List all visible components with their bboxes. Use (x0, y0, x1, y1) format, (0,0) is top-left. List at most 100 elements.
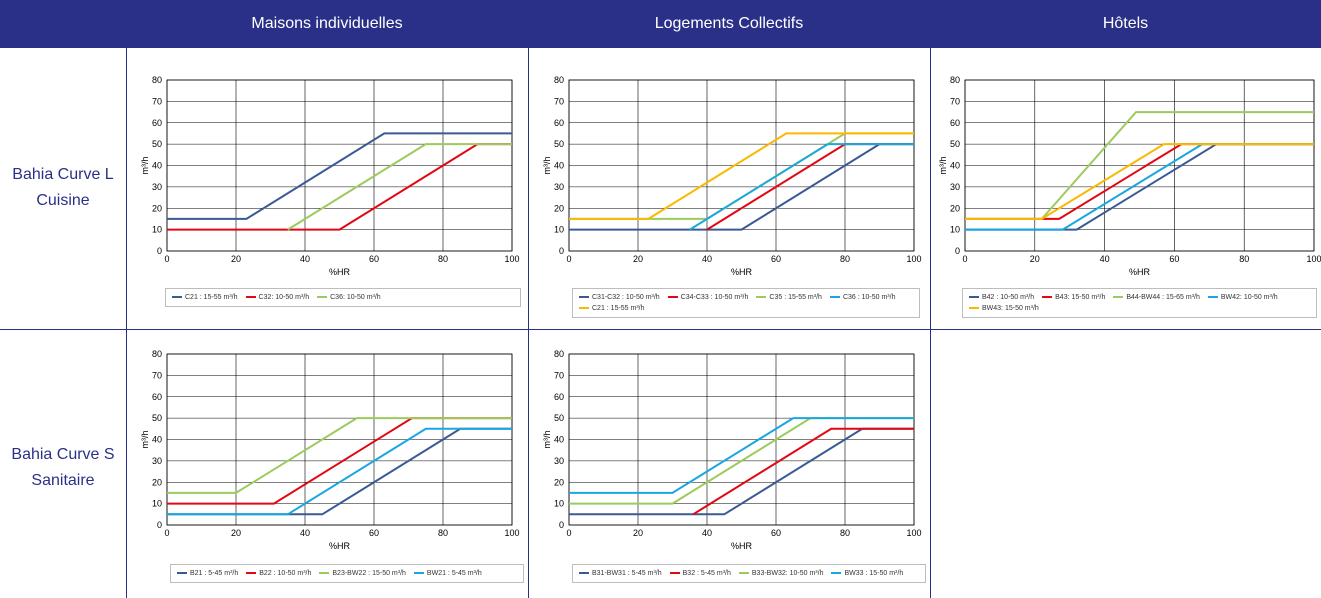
plot-frame (568, 79, 915, 252)
x-tick-label: 20 (231, 254, 241, 264)
legend-swatch (1042, 296, 1053, 299)
legend-item: B44-BW44 : 15-65 m³/h (1113, 292, 1200, 303)
chart-maisons-sanitaire: 0 10 20 30 40 50 60 70 80 0 20 40 60 80 100 %HR m³/h B21… (136, 346, 526, 591)
y-tick-label: 0 (559, 246, 564, 256)
legend-swatch (319, 572, 330, 575)
legend-label: BW33 : 15-50 m³/h (844, 570, 904, 577)
x-axis-label: %HR (1129, 267, 1151, 277)
y-tick-label: 80 (554, 75, 564, 85)
x-tick-label: 0 (164, 254, 169, 264)
row-label-line: Bahia Curve S (11, 446, 115, 463)
y-tick-label: 50 (950, 139, 960, 149)
y-tick-label: 50 (554, 139, 564, 149)
header-bar (0, 0, 1321, 48)
y-tick-label: 60 (152, 118, 162, 128)
grid-divider (930, 48, 931, 598)
grid-divider (528, 48, 529, 598)
legend-swatch (829, 296, 840, 299)
grid-divider (126, 48, 127, 598)
y-tick-label: 30 (950, 182, 960, 192)
legend-label: B21 : 5-45 m³/h (190, 570, 239, 577)
y-axis-label: m³/h (542, 157, 552, 175)
y-tick-label: 40 (554, 435, 564, 445)
x-tick-label: 100 (906, 254, 921, 264)
legend-item: B42 : 10-50 m³/h (969, 292, 1034, 303)
chart-svg: 0 10 20 30 40 50 60 70 80 0 20 40 60 80 100 %HR m³/h (938, 75, 1321, 277)
y-tick-label: 0 (157, 520, 162, 530)
y-tick-label: 0 (157, 246, 162, 256)
legend-label: C32: 10-50 m³/h (258, 294, 310, 301)
x-tick-label: 60 (1169, 254, 1179, 264)
x-tick-label: 60 (369, 528, 379, 538)
y-axis-label: m³/h (938, 157, 948, 175)
series-line (569, 132, 914, 220)
legend-label: C34-C33 : 10-50 m³/h (680, 294, 749, 301)
legend-label: B42 : 10-50 m³/h (982, 294, 1035, 301)
plot-frame (166, 353, 513, 526)
legend-item: C21 : 15-55 m³/h (172, 292, 238, 303)
chart-legend: B21 : 5-45 m³/h B22 : 10-50 m³/h B23-BW22 … (170, 564, 524, 583)
legend-label: C21 : 15-55 m³/h (185, 294, 238, 301)
legend-swatch (667, 296, 678, 299)
header-hotels: Hôtels (1102, 15, 1149, 32)
chart-legend: C21 : 15-55 m³/h C32: 10-50 m³/h C36: 10-5… (165, 288, 521, 307)
legend-item: C36: 10-50 m³/h (317, 292, 381, 303)
chart-hotels-cuisine: 0 10 20 30 40 50 60 70 80 0 20 40 60 80 100 %HR m³/h B42… (934, 72, 1321, 318)
x-tick-label: 60 (369, 254, 379, 264)
y-tick-label: 10 (152, 225, 162, 235)
legend-label: BW21 : 5-45 m³/h (426, 570, 482, 577)
y-tick-label: 0 (559, 520, 564, 530)
y-axis-label: m³/h (140, 157, 150, 175)
x-tick-label: 40 (702, 528, 712, 538)
legend-item: B33-BW32: 10-50 m³/h (738, 568, 823, 579)
legend-item: B23-BW22 : 15-50 m³/h (319, 568, 406, 579)
chart-collectifs-sanitaire: 0 10 20 30 40 50 60 70 80 0 20 40 60 80 100 %HR m³/h B31… (538, 346, 928, 591)
legend-item: C35 : 15-55 m³/h (756, 292, 822, 303)
legend-item: B21 : 5-45 m³/h (177, 568, 238, 579)
x-tick-label: 100 (504, 528, 519, 538)
plot-frame (568, 353, 915, 526)
y-tick-label: 40 (152, 161, 162, 171)
legend-item: C34-C33 : 10-50 m³/h (667, 292, 749, 303)
chart-legend: C31-C32 : 10-50 m³/h C34-C33 : 10-50 m³/h… (572, 288, 920, 318)
row-label-line: Cuisine (36, 192, 90, 209)
y-tick-label: 20 (554, 477, 564, 487)
x-tick-label: 0 (164, 528, 169, 538)
series-line (167, 417, 512, 494)
y-tick-label: 80 (152, 75, 162, 85)
x-tick-label: 0 (962, 254, 967, 264)
y-tick-label: 60 (554, 118, 564, 128)
series-line (569, 417, 914, 494)
legend-item: BW33 : 15-50 m³/h (831, 568, 903, 579)
legend-item: C36 : 10-50 m³/h (829, 292, 896, 303)
series-line (167, 132, 512, 220)
legend-swatch (1207, 296, 1218, 299)
y-tick-label: 70 (152, 96, 162, 106)
x-tick-label: 80 (1239, 254, 1249, 264)
legend-swatch (579, 307, 589, 310)
y-tick-label: 60 (950, 118, 960, 128)
y-tick-label: 50 (554, 413, 564, 423)
y-tick-label: 10 (152, 499, 162, 509)
x-tick-label: 80 (438, 254, 448, 264)
legend-item: B31-BW31 : 5-45 m³/h (579, 568, 662, 579)
series-line (689, 143, 914, 231)
x-tick-label: 80 (840, 254, 850, 264)
y-tick-label: 20 (152, 477, 162, 487)
plot-frame (166, 79, 513, 252)
y-tick-label: 70 (554, 96, 564, 106)
legend-swatch (413, 572, 424, 575)
x-tick-label: 20 (1030, 254, 1040, 264)
y-tick-label: 10 (554, 225, 564, 235)
legend-swatch (579, 572, 589, 575)
x-tick-label: 40 (300, 528, 310, 538)
x-tick-label: 60 (771, 528, 781, 538)
legend-label: B31-BW31 : 5-45 m³/h (592, 570, 662, 577)
chart-svg: 0 10 20 30 40 50 60 70 80 0 20 40 60 80 100 %HR m³/h (542, 75, 922, 277)
x-tick-label: 20 (633, 528, 643, 538)
legend-swatch (246, 572, 257, 575)
x-tick-label: 100 (1306, 254, 1321, 264)
legend-swatch (669, 572, 680, 575)
chart-legend: B42 : 10-50 m³/h B43: 15-50 m³/h B44-BW44 … (962, 288, 1317, 318)
legend-label: C36 : 10-50 m³/h (842, 294, 896, 301)
